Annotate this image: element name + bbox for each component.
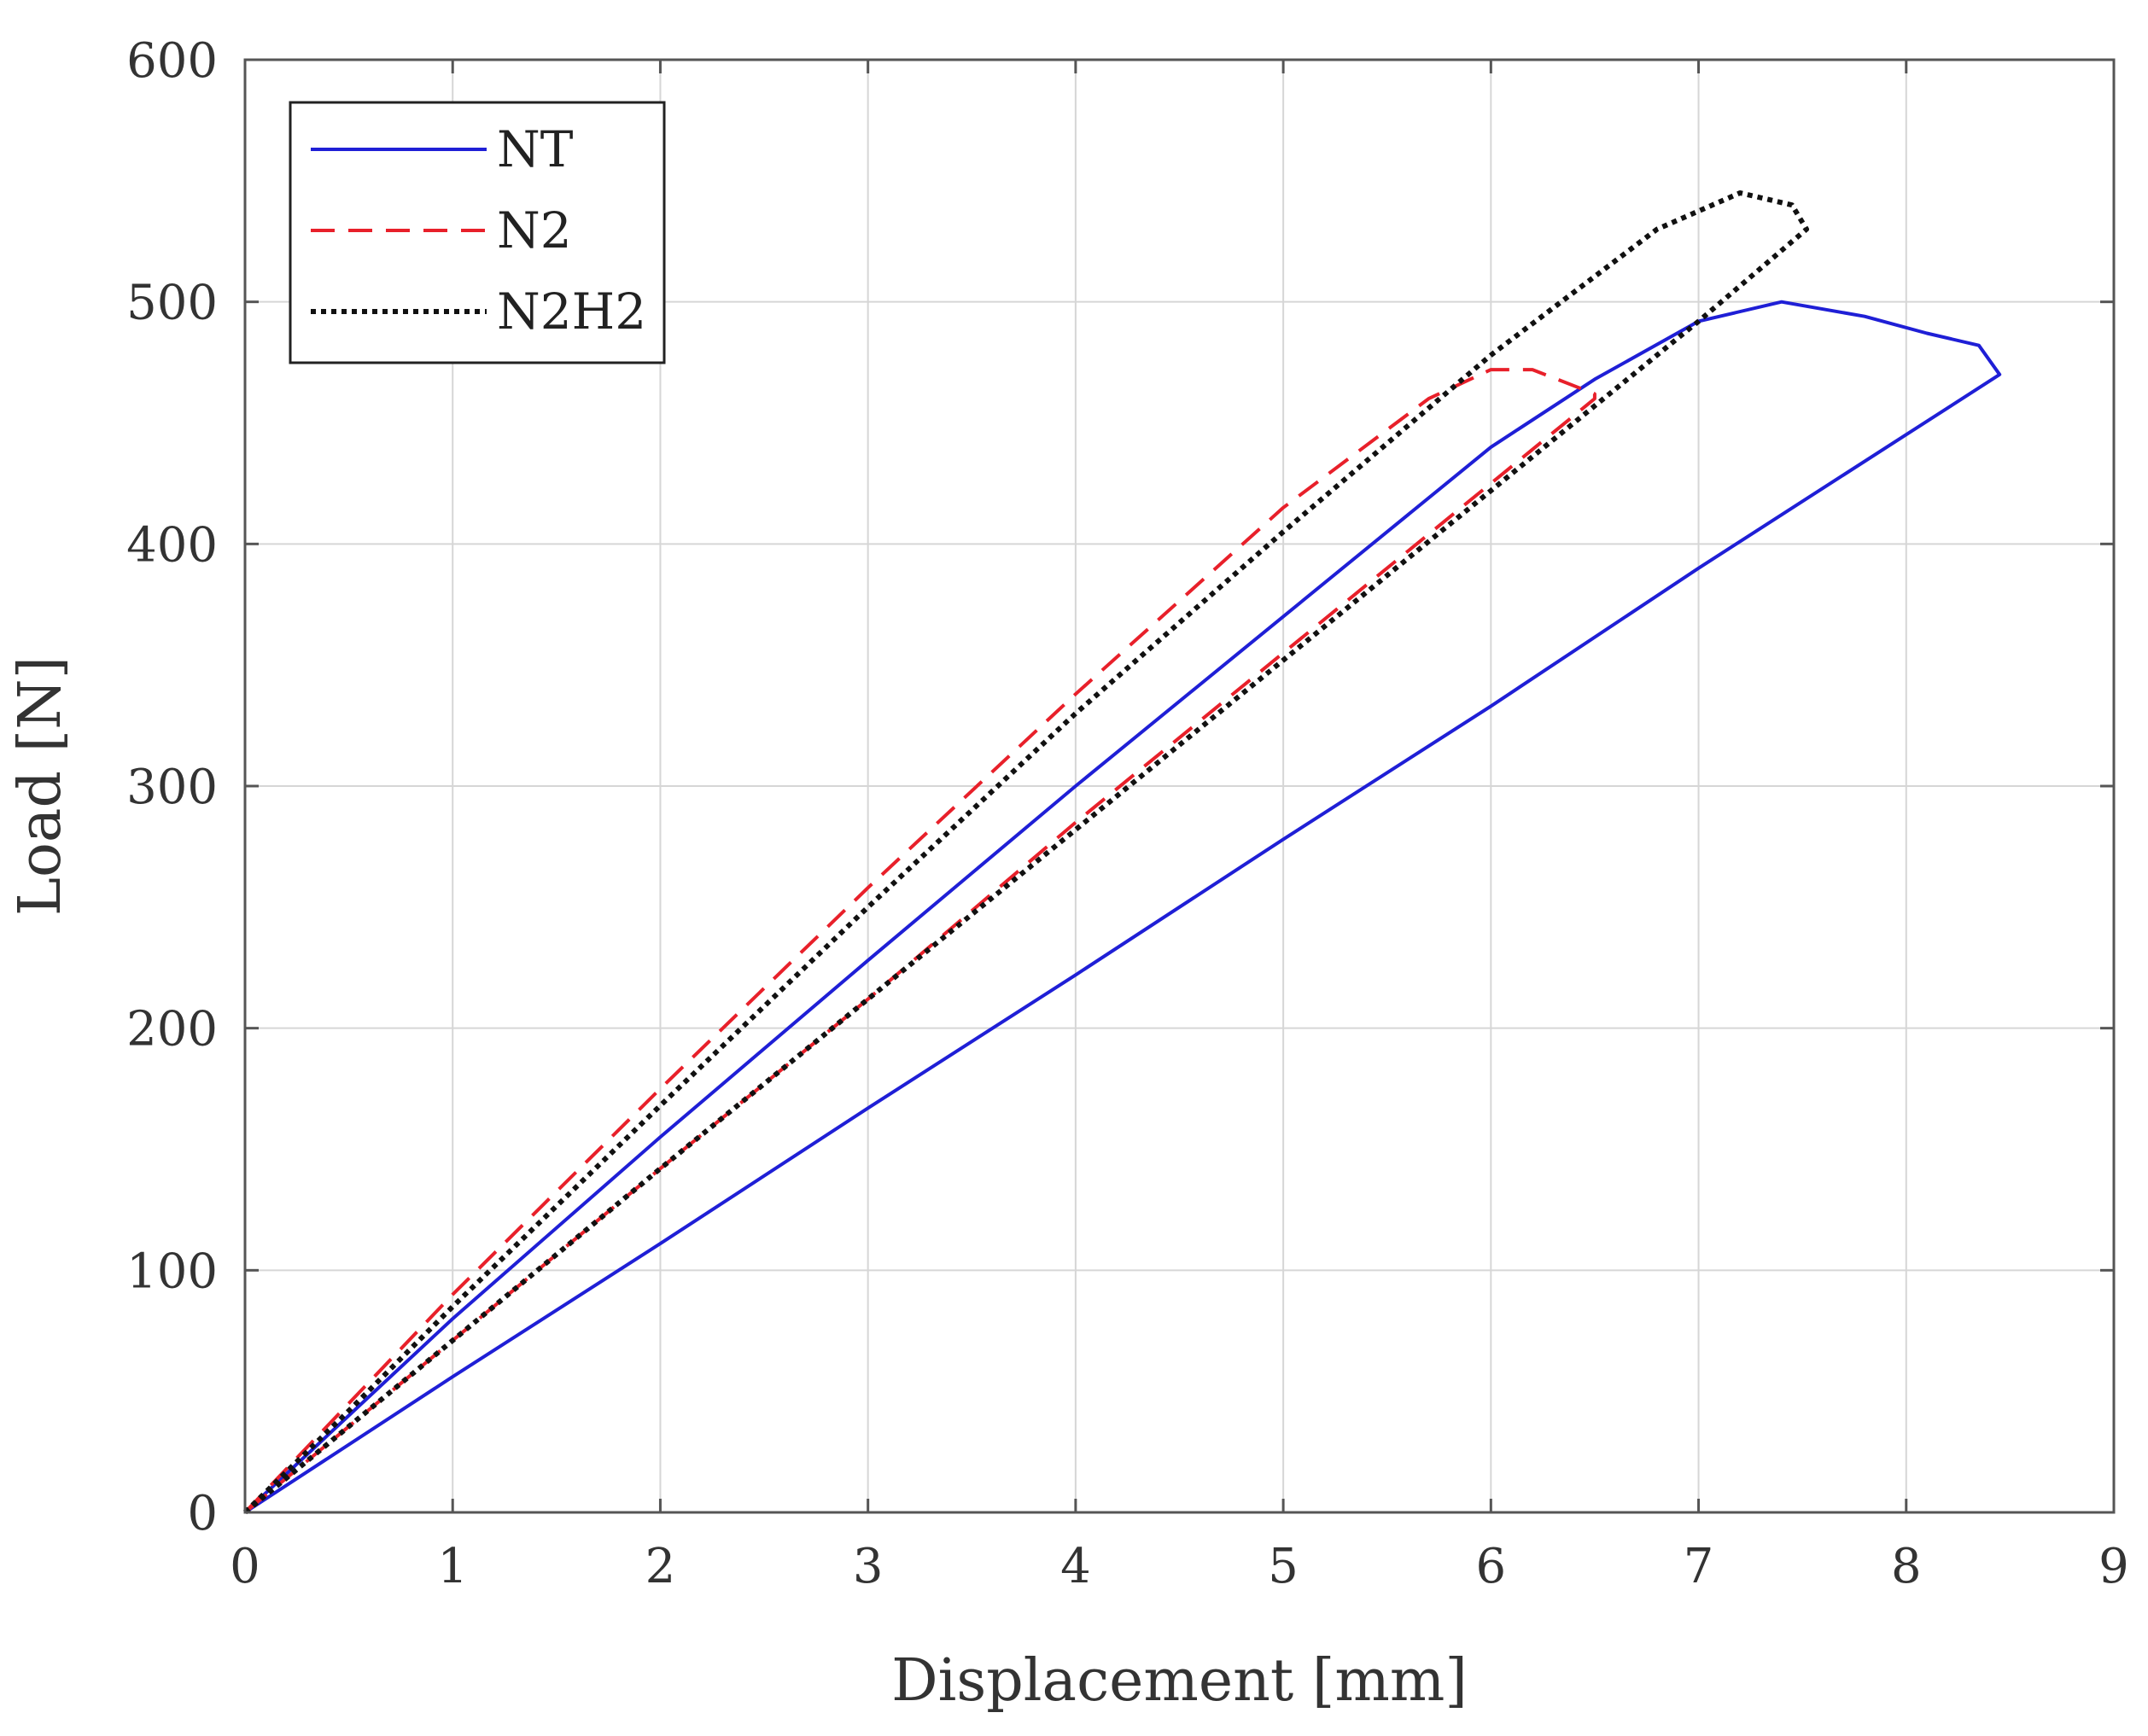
x-tick-label: 3 — [853, 1539, 884, 1594]
x-tick-label: 5 — [1268, 1539, 1299, 1594]
y-tick-label: 300 — [126, 760, 218, 815]
x-tick-label: 8 — [1891, 1539, 1922, 1594]
series-layer — [242, 190, 2002, 1515]
legend: NT N2 N2H2 — [289, 101, 666, 364]
y-tick-label: 600 — [126, 33, 218, 89]
series-line-n2h2 — [242, 190, 1809, 1515]
series-line-n2 — [243, 368, 1596, 1514]
y-tick-label: 500 — [126, 276, 218, 331]
x-tick-label: 6 — [1476, 1539, 1507, 1594]
legend-label-nt: NT — [497, 120, 574, 178]
y-tick-label: 400 — [126, 517, 218, 573]
x-tick-label: 0 — [230, 1539, 260, 1594]
y-tick-label: 200 — [126, 1002, 218, 1057]
y-tick-label: 100 — [126, 1244, 218, 1299]
ticks: 0 1 2 3 4 5 6 7 8 9 0 100 200 300 400 500 600 — [126, 33, 2129, 1594]
x-axis-title: Displacement [mm] — [891, 1647, 1468, 1715]
x-tick-label: 9 — [2098, 1539, 2129, 1594]
legend-label-n2h2: N2H2 — [497, 283, 646, 341]
x-tick-label: 4 — [1060, 1539, 1091, 1594]
x-tick-label: 2 — [645, 1539, 676, 1594]
x-tick-label: 7 — [1684, 1539, 1714, 1594]
legend-label-n2: N2 — [497, 201, 572, 259]
series-line-nt — [243, 300, 2002, 1514]
y-axis-title: Load [N] — [7, 656, 74, 916]
x-tick-label: 1 — [437, 1539, 468, 1594]
y-tick-label: 0 — [187, 1486, 218, 1541]
legend-box — [289, 101, 666, 364]
